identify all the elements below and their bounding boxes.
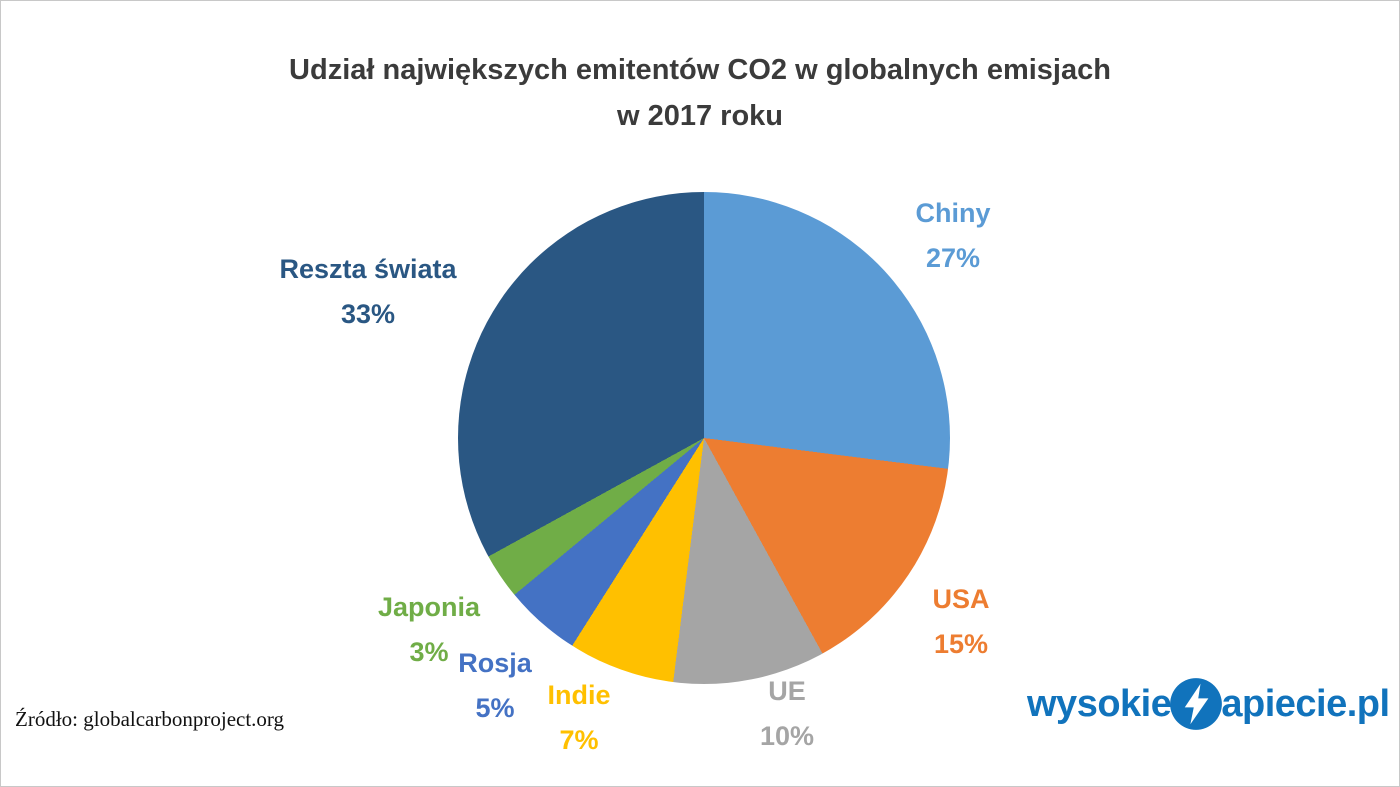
pie-label-name: USA xyxy=(932,584,990,614)
pie-label-percent: 10% xyxy=(759,721,815,751)
chart-title: Udział największych emitentów CO2 w glob… xyxy=(1,47,1399,139)
source-note: Źródło: globalcarbonproject.org xyxy=(15,707,285,731)
pie-label-reszta-swiata: Reszta świata 33% xyxy=(238,247,498,337)
logo-text-right: apiecie.pl xyxy=(1221,682,1390,725)
pie-label-rosja: Rosja 5% xyxy=(415,641,575,731)
logo-text-left: wysokie xyxy=(1027,682,1172,725)
pie-label-percent: 7% xyxy=(559,725,599,755)
pie-label-percent: 27% xyxy=(925,243,981,273)
pie-label-percent: 5% xyxy=(475,693,515,723)
pie-label-percent: 3% xyxy=(409,637,449,667)
pie-label-name: Indie xyxy=(547,680,611,710)
chart-title-line2: w 2017 roku xyxy=(616,100,784,132)
pie-label-ue: UE 10% xyxy=(707,669,867,759)
pie-label-indie: Indie 7% xyxy=(499,673,659,763)
pie-label-name: UE xyxy=(768,676,806,706)
lightning-n-icon xyxy=(1169,677,1223,731)
pie-label-name: Japonia xyxy=(377,592,481,622)
pie-label-name: Rosja xyxy=(458,648,532,678)
pie-label-japonia: Japonia 3% xyxy=(349,585,509,675)
pie-chart xyxy=(458,192,950,684)
chart-title-line1: Udział największych emitentów CO2 w glob… xyxy=(289,54,1111,86)
pie-label-percent: 33% xyxy=(340,299,396,329)
pie-label-usa: USA 15% xyxy=(881,577,1041,667)
pie-label-name: Chiny xyxy=(915,198,991,228)
pie-label-chiny: Chiny 27% xyxy=(853,191,1053,281)
pie-label-percent: 15% xyxy=(933,629,989,659)
pie-label-name: Reszta świata xyxy=(279,254,457,284)
logo: wysokie apiecie.pl xyxy=(1027,677,1390,731)
